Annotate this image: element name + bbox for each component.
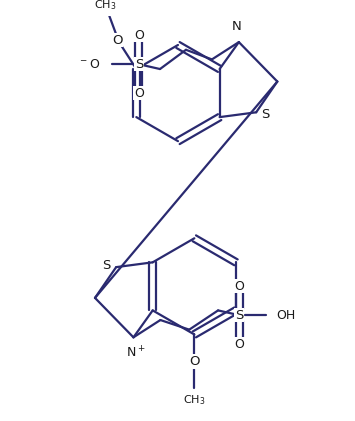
Text: O: O: [234, 280, 244, 293]
Text: O: O: [134, 29, 144, 42]
Text: O: O: [134, 87, 144, 100]
Text: S: S: [135, 58, 143, 71]
Text: N: N: [232, 20, 242, 33]
Text: S: S: [262, 108, 270, 121]
Text: OH: OH: [276, 309, 295, 322]
Text: O: O: [189, 355, 200, 368]
Text: N$^+$: N$^+$: [126, 345, 145, 360]
Text: S: S: [102, 259, 111, 272]
Text: S: S: [235, 309, 244, 322]
Text: CH$_3$: CH$_3$: [94, 0, 117, 11]
Text: $^-$O: $^-$O: [78, 58, 100, 71]
Text: O: O: [234, 338, 244, 351]
Text: O: O: [112, 34, 122, 47]
Text: CH$_3$: CH$_3$: [183, 393, 206, 407]
